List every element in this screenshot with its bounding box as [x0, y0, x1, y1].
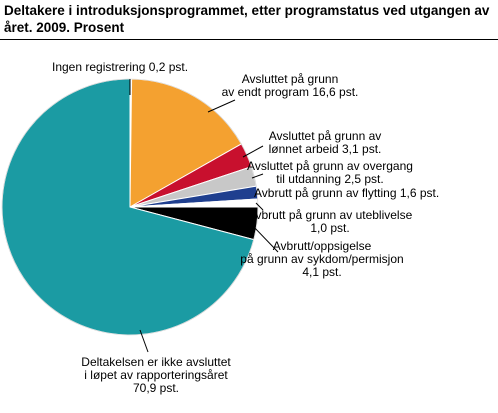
leader-line-3: [242, 145, 264, 158]
slice-label-6-line-2: 1,0 pst.: [310, 221, 349, 235]
leader-line-7: [252, 225, 279, 253]
slice-label-1-line-1: Ingen registrering 0,2 pst.: [52, 60, 188, 74]
slice-label-6-line-1: Avbrutt på grunn av uteblivelse: [248, 208, 413, 222]
slice-label-4: Avsluttet på grunn av overgang til utdann…: [247, 159, 413, 186]
slice-labels: Ingen registrering 0,2 pst. Avsluttet på …: [52, 60, 439, 395]
slice-label-5: Avbrutt på grunn av flytting 1,6 pst.: [254, 186, 439, 200]
slice-label-5-line-1: Avbrutt på grunn av flytting 1,6 pst.: [254, 186, 439, 200]
leader-line-6: [255, 202, 264, 211]
slice-label-3-line-1: Avsluttet på grunn av: [269, 129, 382, 143]
slice-label-1: Ingen registrering 0,2 pst.: [52, 60, 188, 74]
chart-title-line-1: Deltakere i introduksjonsprogrammet, ett…: [4, 3, 490, 18]
slice-label-3: Avsluttet på grunn av lønnet arbeid 3,1 p…: [269, 129, 382, 156]
leader-line-2: [207, 99, 236, 113]
slice-label-7-line-1: Avbrutt/oppsigelse: [273, 239, 372, 253]
slice-label-7-line-3: 4,1 pst.: [302, 265, 341, 279]
slice-label-8-line-2: i løpet av rapporteringsåret: [84, 368, 228, 382]
chart-title-line-2: året. 2009. Prosent: [4, 20, 125, 35]
leader-lines: [129, 79, 279, 353]
slice-label-7: Avbrutt/oppsigelse på grunn av sykdom/per…: [240, 239, 403, 279]
pie-slices: [1, 78, 259, 336]
leader-line-8: [139, 329, 149, 353]
slice-label-4-line-2: til utdanning 2,5 pst.: [276, 172, 383, 186]
slice-label-8: Deltakelsen er ikke avsluttet i løpet av …: [81, 355, 231, 395]
slice-label-2-line-2: av endt program 16,6 pst.: [222, 85, 359, 99]
slice-label-3-line-2: lønnet arbeid 3,1 pst.: [269, 142, 382, 156]
leader-line-4: [251, 173, 264, 179]
slice-label-2-line-1: Avsluttet på grunn: [242, 72, 339, 86]
slice-label-2: Avsluttet på grunn av endt program 16,6 p…: [222, 72, 359, 99]
title-divider: [0, 39, 498, 40]
slice-label-4-line-1: Avsluttet på grunn av overgang: [247, 159, 413, 173]
slice-label-8-line-1: Deltakelsen er ikke avsluttet: [81, 355, 231, 369]
slice-label-8-line-3: 70,9 pst.: [133, 381, 179, 395]
chart-title: Deltakere i introduksjonsprogrammet, ett…: [4, 2, 494, 36]
slice-label-6: Avbrutt på grunn av uteblivelse 1,0 pst.: [248, 208, 413, 235]
slice-label-7-line-2: på grunn av sykdom/permisjon: [240, 252, 403, 266]
